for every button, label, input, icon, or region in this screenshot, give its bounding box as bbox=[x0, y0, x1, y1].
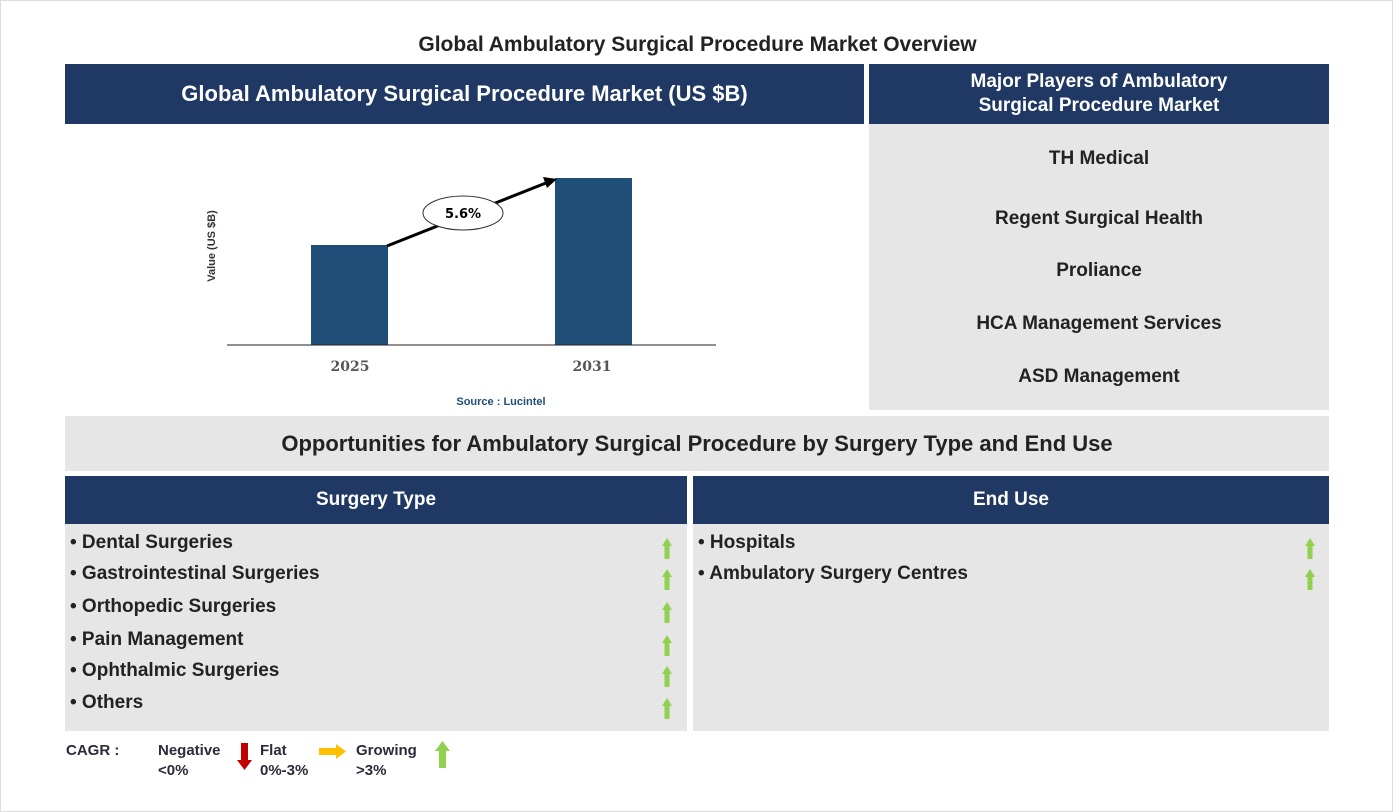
end-use-list: • Hospitals • Ambulatory Surgery Centres bbox=[693, 524, 1329, 731]
legend-negative-range: <0% bbox=[158, 762, 189, 779]
growing-arrow-icon bbox=[662, 635, 672, 656]
list-item: • Ophthalmic Surgeries bbox=[70, 660, 280, 681]
x-tick-2031: 2031 bbox=[573, 359, 612, 375]
cagr-ellipse bbox=[422, 195, 504, 231]
legend-negative-label: Negative bbox=[158, 742, 221, 759]
player-item: ASD Management bbox=[1018, 366, 1180, 387]
growing-arrow-icon bbox=[1305, 538, 1315, 559]
list-item: • Pain Management bbox=[70, 629, 244, 650]
bar-2031 bbox=[555, 178, 632, 345]
list-item: • Ambulatory Surgery Centres bbox=[698, 563, 968, 584]
legend-flat-range: 0%-3% bbox=[260, 762, 309, 779]
legend-negative: Negative <0% bbox=[158, 741, 221, 781]
list-item: • Hospitals bbox=[698, 532, 796, 553]
growing-arrow-icon bbox=[662, 666, 672, 687]
chart-header: Global Ambulatory Surgical Procedure Mar… bbox=[65, 64, 864, 124]
players-header: Major Players of Ambulatory Surgical Pro… bbox=[869, 64, 1329, 124]
growing-arrow-icon bbox=[662, 569, 672, 590]
legend-growing-label: Growing bbox=[356, 742, 417, 759]
x-tick-2025: 2025 bbox=[331, 359, 370, 375]
player-item: HCA Management Services bbox=[976, 313, 1222, 334]
y-axis-label: Value (US $B) bbox=[206, 210, 218, 282]
list-item: • Orthopedic Surgeries bbox=[70, 596, 277, 617]
down-arrow-icon bbox=[237, 743, 252, 770]
player-item: Proliance bbox=[1056, 260, 1142, 281]
cagr-arrowhead bbox=[543, 177, 557, 188]
list-item: • Gastrointestinal Surgeries bbox=[70, 563, 320, 584]
player-item: Regent Surgical Health bbox=[995, 208, 1203, 229]
players-list: TH Medical Regent Surgical Health Prolia… bbox=[869, 124, 1329, 410]
opportunities-title: Opportunities for Ambulatory Surgical Pr… bbox=[65, 416, 1329, 471]
surgery-type-header: Surgery Type bbox=[65, 476, 687, 524]
list-item: • Others bbox=[70, 692, 144, 713]
page-title: Global Ambulatory Surgical Procedure Mar… bbox=[418, 33, 977, 56]
end-use-header: End Use bbox=[693, 476, 1329, 524]
right-arrow-icon bbox=[319, 744, 346, 759]
growing-arrow-icon bbox=[662, 538, 672, 559]
growing-arrow-icon bbox=[662, 698, 672, 719]
growing-arrow-icon bbox=[662, 602, 672, 623]
bar-chart: Value (US $B) 5.6% 2025 2031 Source : Lu… bbox=[206, 177, 716, 408]
growing-arrow-icon bbox=[1305, 569, 1315, 590]
cagr-label: 5.6% bbox=[445, 207, 481, 222]
bar-2025 bbox=[311, 245, 388, 345]
legend-growing: Growing >3% bbox=[356, 741, 417, 781]
player-item: TH Medical bbox=[1048, 148, 1150, 169]
surgery-type-list: • Dental Surgeries • Gastrointestinal Sur… bbox=[65, 524, 687, 731]
legend-growing-range: >3% bbox=[356, 762, 387, 779]
legend-label: CAGR : bbox=[66, 742, 120, 759]
legend-flat: Flat 0%-3% bbox=[260, 741, 308, 781]
up-arrow-icon bbox=[435, 741, 450, 768]
list-item: • Dental Surgeries bbox=[70, 532, 233, 553]
source-label: Source : Lucintel bbox=[456, 396, 545, 408]
legend-flat-label: Flat bbox=[260, 742, 287, 759]
